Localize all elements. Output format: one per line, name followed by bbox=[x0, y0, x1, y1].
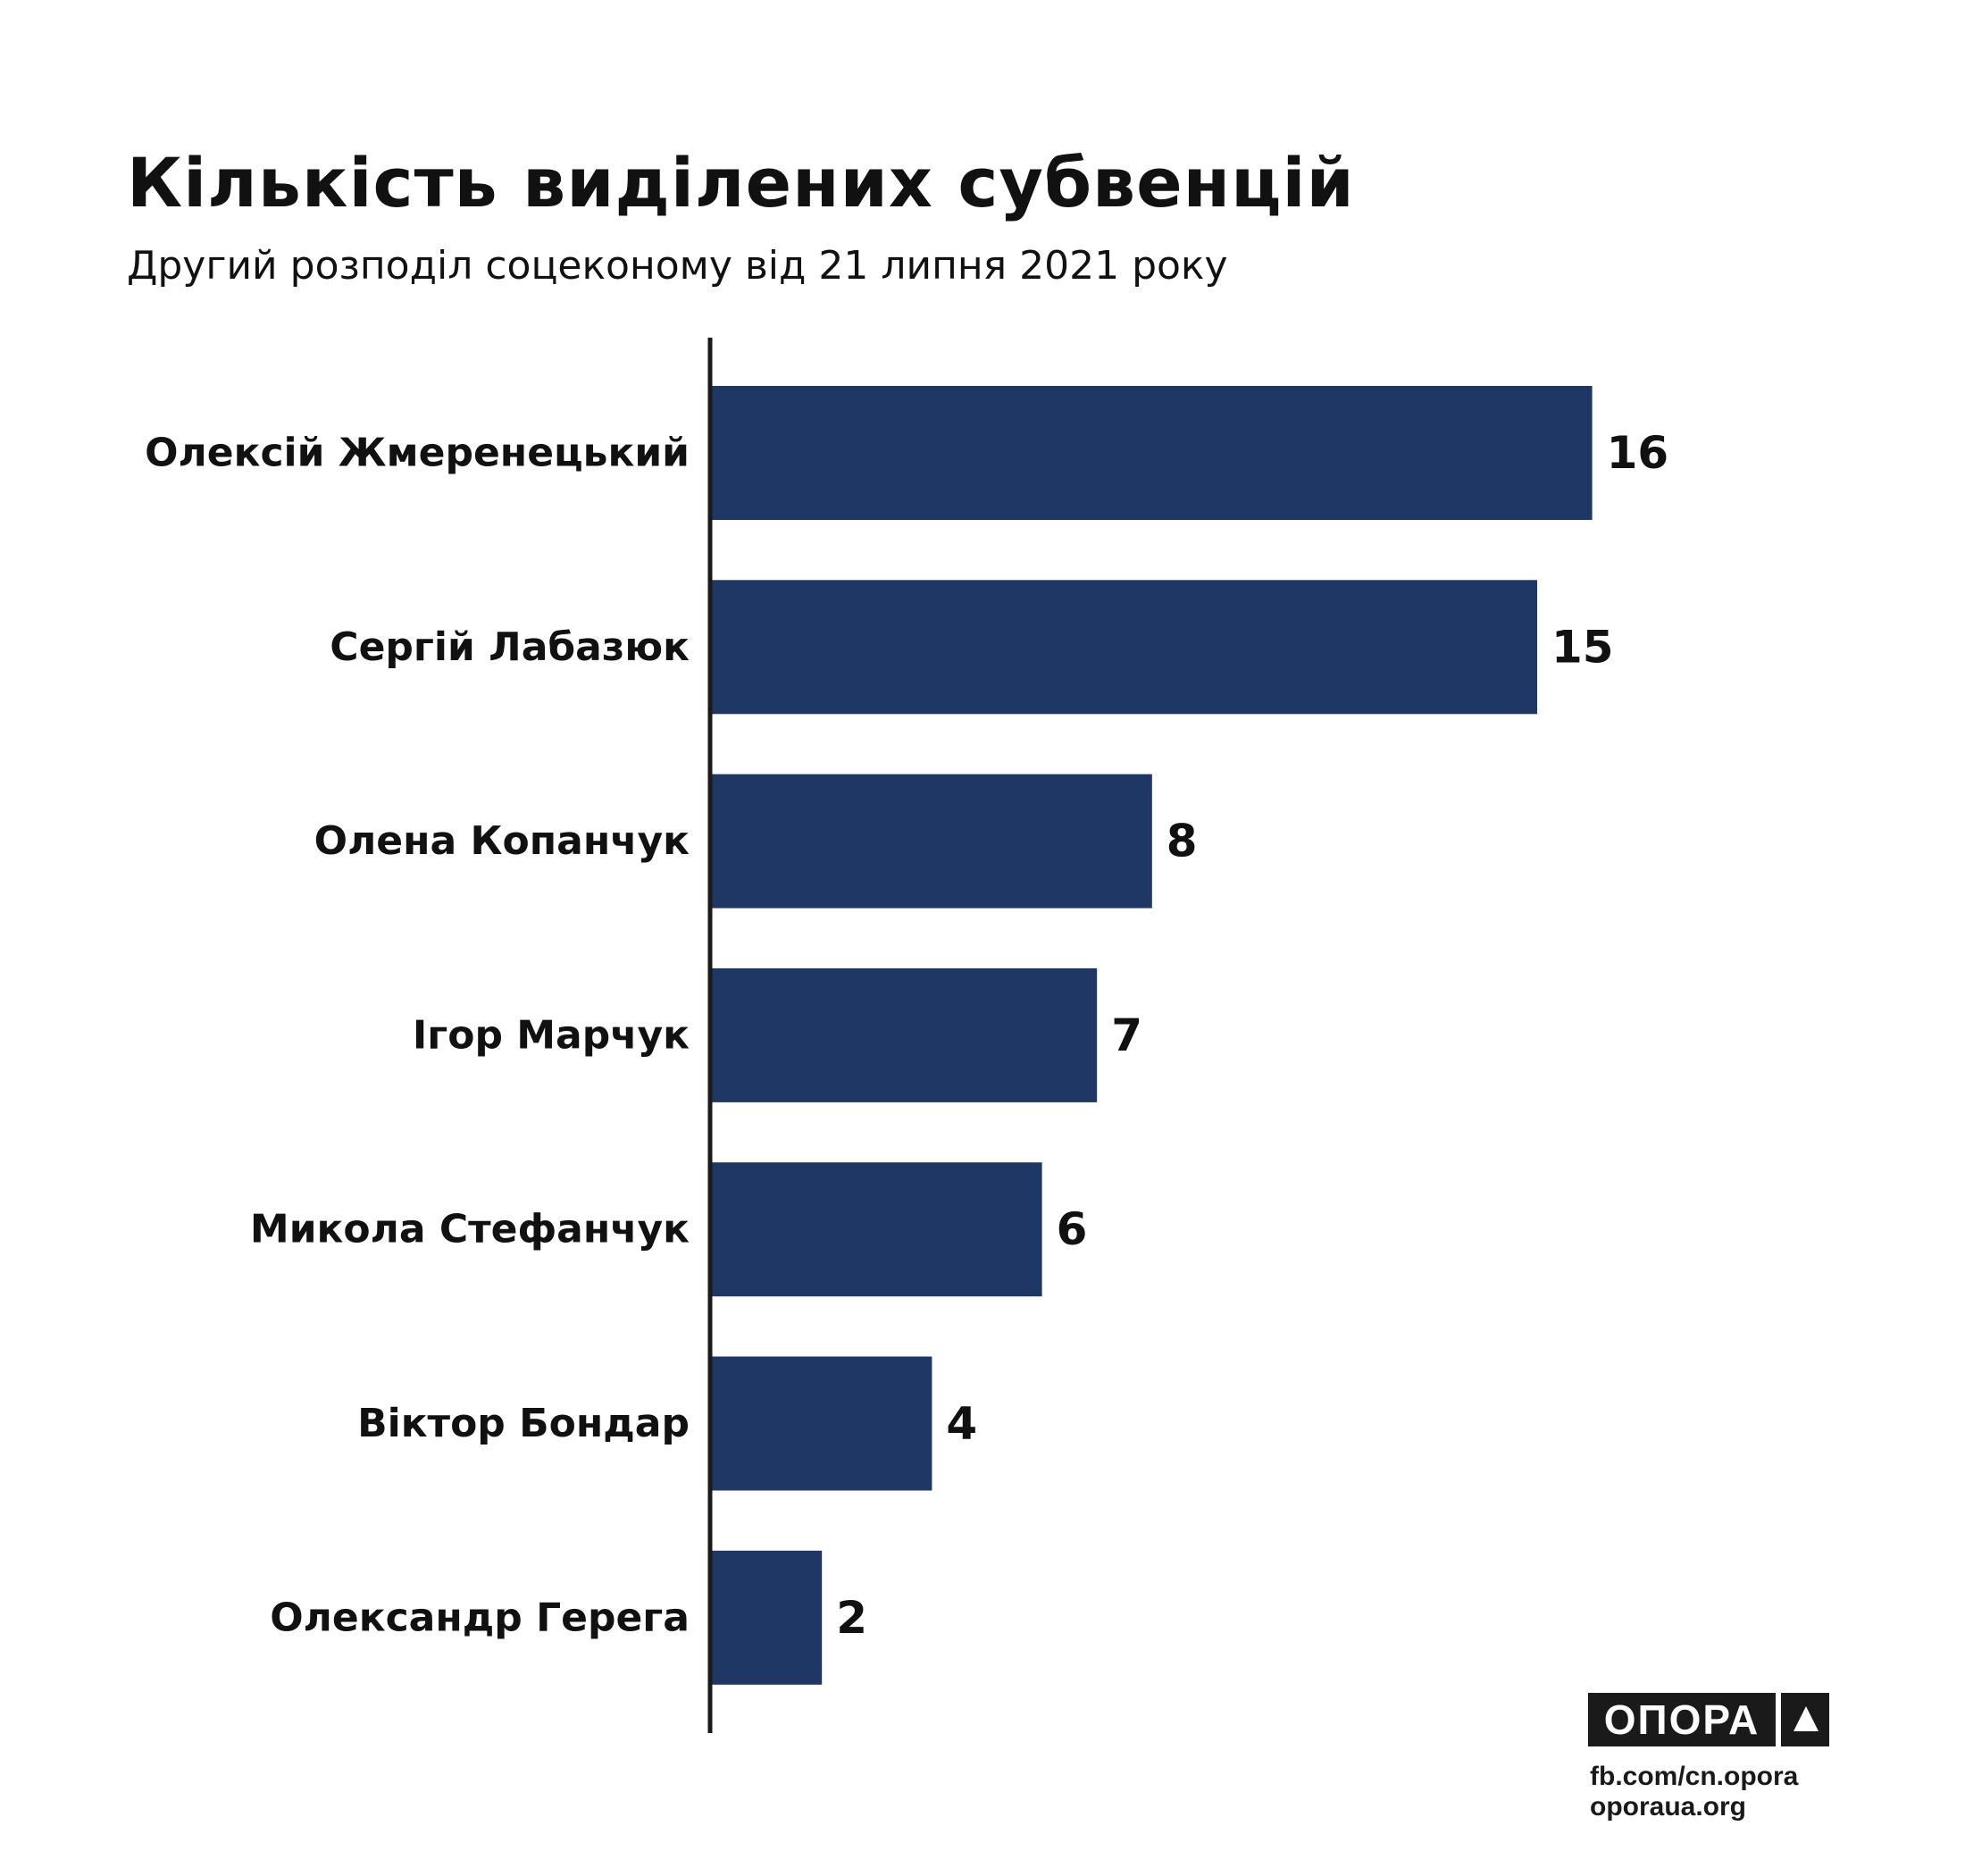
category-label: Олена Копанчук bbox=[314, 818, 690, 864]
category-label: Олексій Жмеренецький bbox=[145, 431, 690, 476]
bar bbox=[712, 967, 1098, 1102]
chart-subtitle: Другий розподіл соцеконому від 21 липня … bbox=[127, 243, 1228, 289]
data-label: 7 bbox=[1111, 1009, 1142, 1061]
bar bbox=[712, 1162, 1042, 1297]
bar bbox=[712, 1550, 823, 1685]
data-label: 6 bbox=[1057, 1203, 1088, 1255]
logo-wordmark: ОПОРА bbox=[1588, 1693, 1776, 1746]
category-label: Сергій Лабазюк bbox=[330, 624, 690, 670]
data-label: 16 bbox=[1607, 427, 1669, 479]
bar bbox=[712, 774, 1152, 909]
data-label: 15 bbox=[1551, 621, 1614, 673]
data-label: 4 bbox=[946, 1398, 977, 1450]
category-label: Віктор Бондар bbox=[357, 1401, 690, 1446]
opora-logo[interactable]: ОПОРА bbox=[1588, 1693, 1829, 1746]
facebook-link[interactable]: fb.com/cn.opora bbox=[1590, 1762, 1799, 1791]
bar bbox=[712, 580, 1537, 715]
category-label: Олександр Герега bbox=[270, 1595, 690, 1640]
category-label: Микола Стефанчук bbox=[250, 1207, 690, 1252]
bar bbox=[712, 1356, 932, 1491]
chart-title: Кількість виділених субвенцій bbox=[127, 143, 1355, 222]
data-label: 2 bbox=[836, 1592, 867, 1644]
logo-separator bbox=[1776, 1693, 1781, 1746]
website-link[interactable]: oporaua.org bbox=[1590, 1792, 1747, 1822]
triangle-icon bbox=[1781, 1693, 1829, 1746]
bar bbox=[712, 386, 1593, 520]
data-label: 8 bbox=[1166, 816, 1198, 867]
category-label: Ігор Марчук bbox=[413, 1012, 690, 1058]
